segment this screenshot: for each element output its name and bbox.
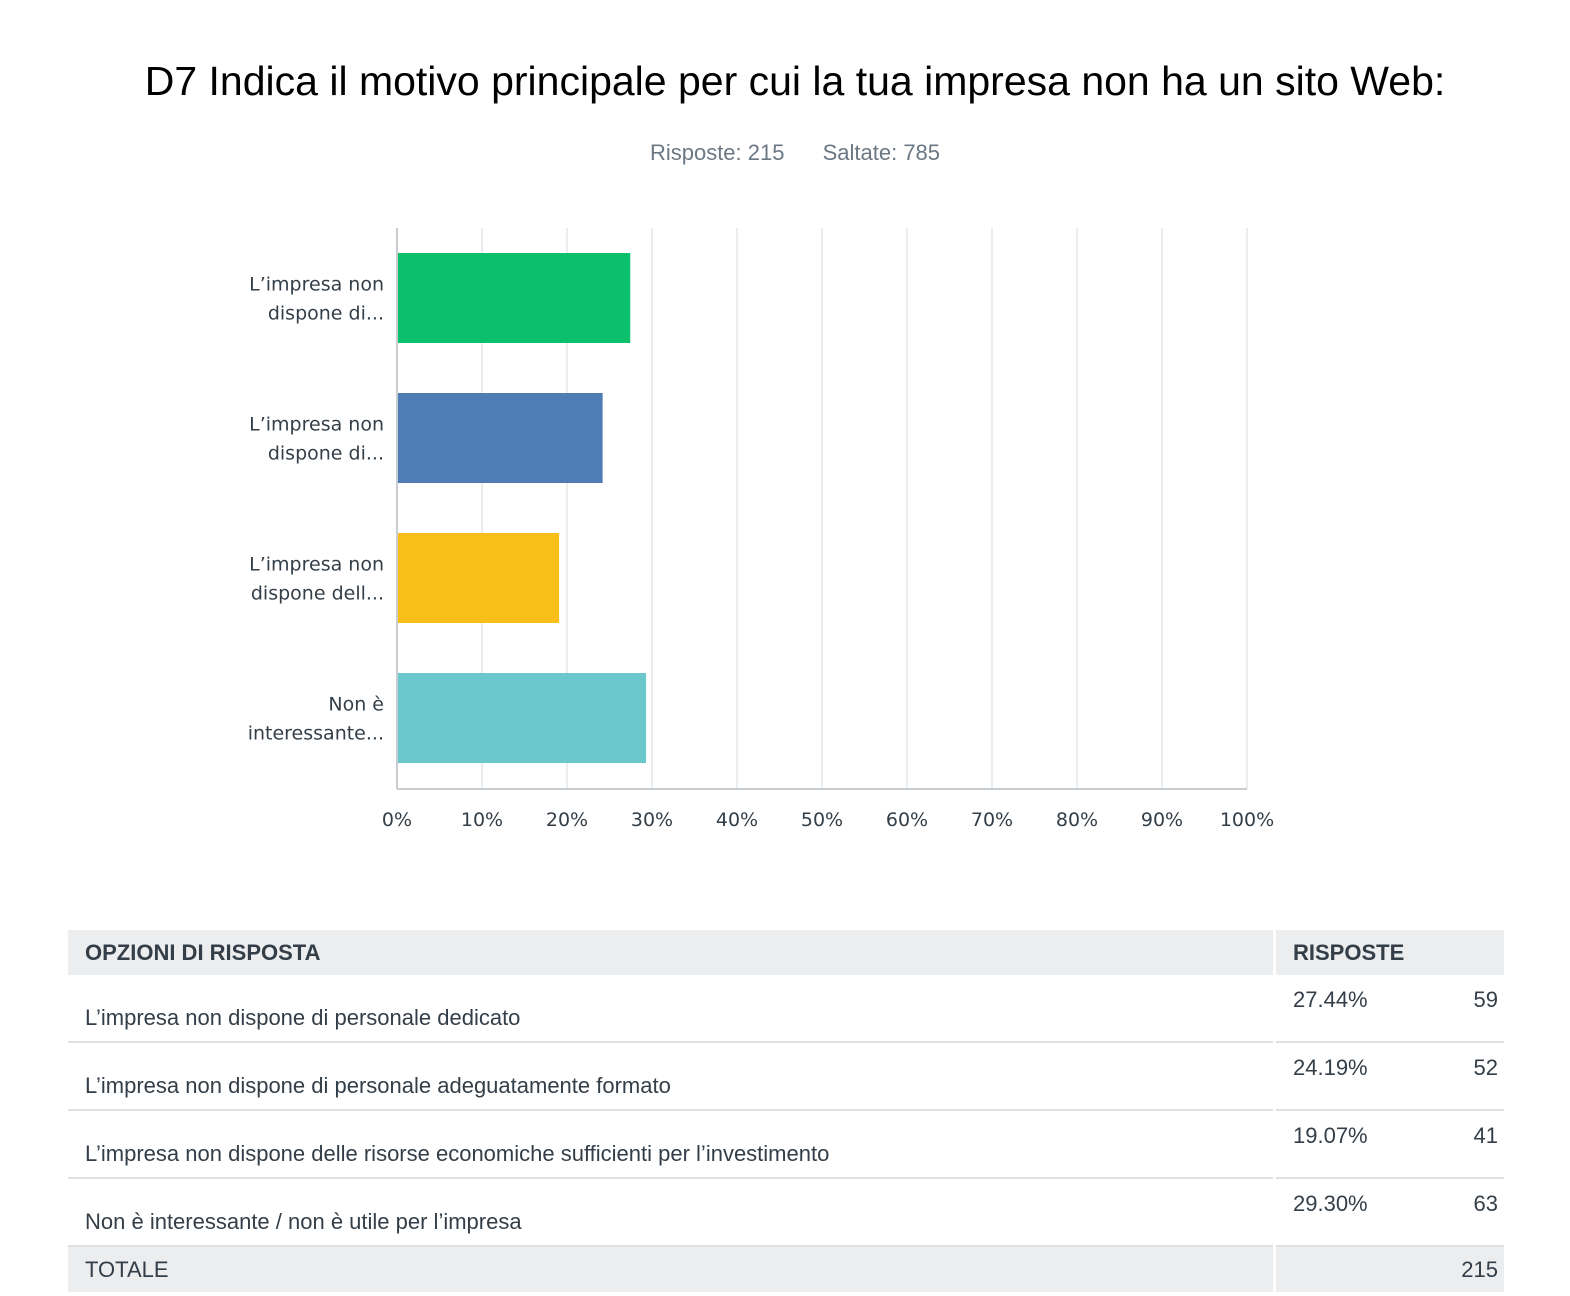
response-percent: 29.30% [1293,1191,1368,1216]
table-row: L’impresa non dispone di personale dedic… [68,975,1504,1043]
x-tick-label: 20% [546,809,588,831]
response-percent: 27.44% [1293,987,1368,1012]
response-count: 41 [1473,1123,1498,1148]
table-row: L’impresa non dispone delle risorse econ… [68,1110,1504,1179]
responses-header: RISPOSTE [1273,930,1504,975]
response-count: 63 [1473,1191,1498,1216]
option-label: Non è interessante / non è utile per l’i… [68,1178,1275,1247]
response-cell: 19.07% 41 [1273,1110,1504,1179]
question-title: D7 Indica il motivo principale per cui l… [144,58,1446,104]
bar-chart: 0% 10% 20% 30% 40% 50% 60% 70% 80% 90% 100% L’impre… [248,228,1274,831]
total-cell: 215 [1273,1246,1504,1292]
category-label: L’impresa non [249,414,384,436]
bar [398,393,603,483]
x-tick-label: 40% [716,809,758,831]
total-count: 215 [1461,1256,1498,1282]
x-tick-label: 60% [886,809,928,831]
table-row: Non è interessante / non è utile per l’i… [68,1178,1504,1247]
response-cell: 27.44% 59 [1273,975,1504,1043]
option-label: L’impresa non dispone delle risorse econ… [68,1110,1275,1179]
option-label: L’impresa non dispone di personale dedic… [68,975,1275,1043]
response-cell: 24.19% 52 [1273,1042,1504,1111]
x-tick-label: 0% [382,809,412,831]
category-label: dispone di... [268,443,384,465]
x-tick-label: 10% [461,809,503,831]
category-label: dispone dell... [251,583,384,605]
response-count: 52 [1473,1055,1498,1080]
bar [398,533,560,623]
answered-count: Risposte: 215 [649,140,785,165]
total-row: TOTALE 215 [68,1246,1504,1292]
options-header: OPZIONI DI RISPOSTA [68,930,1275,975]
results-table: OPZIONI DI RISPOSTA RISPOSTE L’impresa n… [68,930,1504,1292]
bar [398,253,631,343]
response-cell: 29.30% 63 [1273,1178,1504,1247]
category-label: interessante... [248,723,384,745]
x-tick-label: 80% [1056,809,1098,831]
total-label: TOTALE [68,1246,1275,1292]
x-tick-label: 90% [1141,809,1183,831]
response-percent: 24.19% [1293,1055,1368,1080]
x-tick-label: 70% [971,809,1013,831]
response-stats: Risposte: 215 Saltate: 785 [0,140,1570,166]
bar [398,673,647,763]
table-row: L’impresa non dispone di personale adegu… [68,1042,1504,1111]
x-tick-label: 50% [801,809,843,831]
category-label: dispone di... [268,303,384,325]
response-percent: 19.07% [1293,1123,1368,1148]
x-tick-label: 30% [631,809,673,831]
response-count: 59 [1473,987,1498,1012]
category-label: Non è [328,694,384,716]
bar-chart-svg: 0% 10% 20% 30% 40% 50% 60% 70% 80% 90% 100% L’impre… [248,228,1274,831]
x-tick-label: 100% [1220,809,1274,831]
skipped-count: Saltate: 785 [822,140,941,165]
table-header-row: OPZIONI DI RISPOSTA RISPOSTE [68,930,1504,975]
category-label: L’impresa non [249,554,384,576]
category-label: L’impresa non [249,274,384,296]
option-label: L’impresa non dispone di personale adegu… [68,1042,1275,1111]
